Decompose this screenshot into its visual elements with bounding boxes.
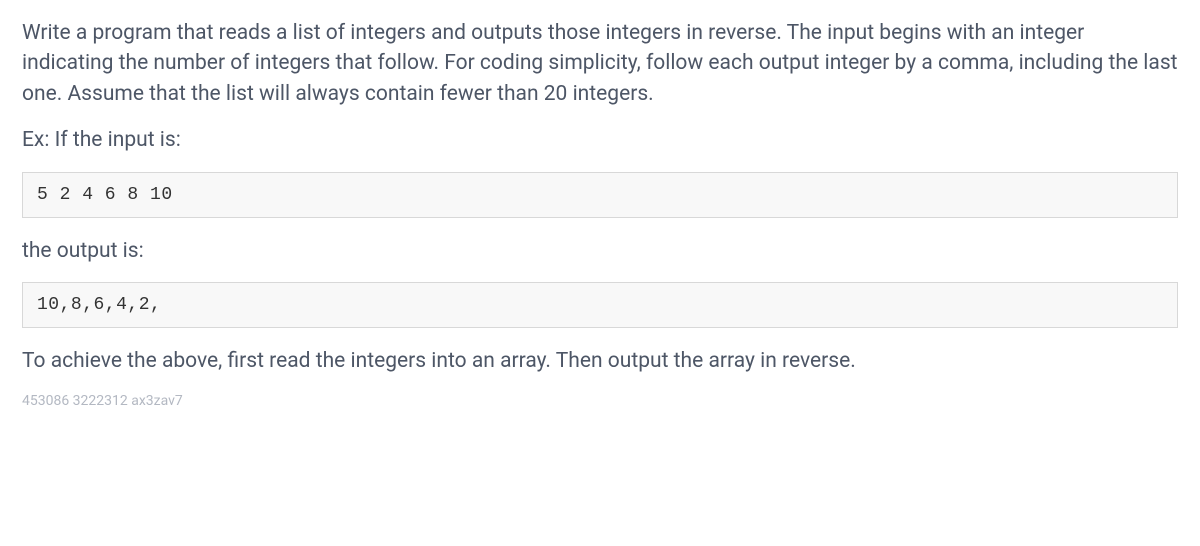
closing-instruction: To achieve the above, first read the int… xyxy=(22,346,1178,376)
output-code-block: 10,8,6,4,2, xyxy=(22,282,1178,328)
example-input-label: Ex: If the input is: xyxy=(22,125,1178,155)
footer-identifier: 453086 3222312 ax3zav7 xyxy=(22,393,1178,409)
input-code-block: 5 2 4 6 8 10 xyxy=(22,172,1178,218)
example-output-label: the output is: xyxy=(22,236,1178,266)
problem-description: Write a program that reads a list of int… xyxy=(22,18,1178,109)
